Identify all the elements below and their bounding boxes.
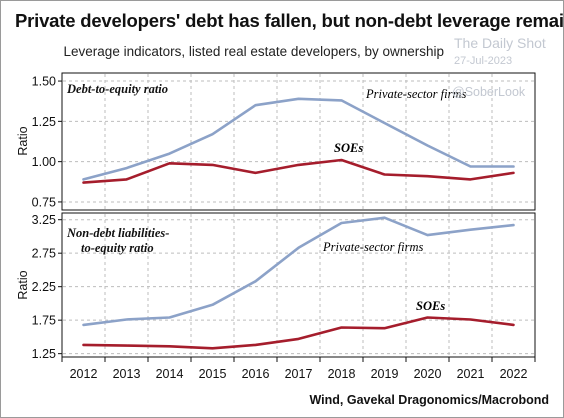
x-tick-label: 2013 [113,367,141,381]
panel-top-title: Debt-to-equity ratio [66,82,168,96]
soe-line-top [82,158,515,184]
chart-title: Private developers' debt has fallen, but… [15,10,564,31]
y-tick-label: 1.75 [32,314,56,328]
x-tick-label: 2018 [328,367,356,381]
y-tick-label: 0.75 [32,195,56,209]
x-tick-label: 2016 [242,367,270,381]
x-tick-label: 2020 [414,367,442,381]
panel-top-y-ticks: 0.75 1.00 1.25 1.50 [32,75,62,209]
panel-top-private-label: Private-sector firms [365,87,466,101]
panel-top: 0.75 1.00 1.25 1.50 Debt-to-equity ratio Ra… [16,72,536,211]
panel-bottom-title-line2: to-equity ratio [81,241,154,255]
private-sector-line-top [82,97,515,181]
y-tick-label: 1.25 [32,115,56,129]
x-tick-label: 2022 [500,367,528,381]
y-tick-label: 1.00 [32,155,56,169]
y-tick-label: 2.75 [32,247,56,261]
x-tick-label: 2021 [457,367,485,381]
y-tick-label: 2.25 [32,280,56,294]
panel-bottom-grid [63,214,534,356]
panel-bottom-soe-label: SOEs [416,299,445,313]
private-sector-line-bottom [82,216,515,327]
x-tick-label: 2014 [156,367,184,381]
panel-top-soe-label: SOEs [334,141,363,155]
x-tick-label: 2015 [199,367,227,381]
panel-top-series [82,97,515,184]
soe-line-bottom [82,316,515,350]
panel-top-ylabel: Ratio [16,126,30,155]
watermark-name: The Daily Shot [454,35,546,51]
y-tick-label: 1.50 [32,75,56,89]
panel-bottom-frame [61,212,536,358]
panel-bottom: 1.25 1.75 2.25 2.75 3.25 Non-debt liabilitie… [16,212,536,361]
x-tick-label: 2012 [70,367,98,381]
x-tick-label: 2017 [285,367,313,381]
x-axis: 2012 2013 2014 2015 2016 2017 2018 2019 2020 2021… [61,357,536,381]
panel-bottom-series [82,216,515,350]
watermark-handle: @SoberLook [452,85,526,99]
source-note: Wind, Gavekal Dragonomics/Macrobond [309,393,549,407]
panel-bottom-title-line1: Non-debt liabilities- [66,226,169,240]
y-tick-label: 3.25 [32,213,56,227]
panel-bottom-ylabel: Ratio [16,270,30,299]
panel-bottom-y-ticks: 1.25 1.75 2.25 2.75 3.25 [32,213,62,361]
x-tick-label: 2019 [371,367,399,381]
y-tick-label: 1.25 [32,347,56,361]
panel-bottom-private-label: Private-sector firms [322,240,423,254]
watermark-date: 27-Jul-2023 [454,55,513,67]
panel-top-grid [63,74,534,209]
panel-top-frame [61,72,536,211]
chart-subtitle: Leverage indicators, listed real estate … [63,44,444,59]
